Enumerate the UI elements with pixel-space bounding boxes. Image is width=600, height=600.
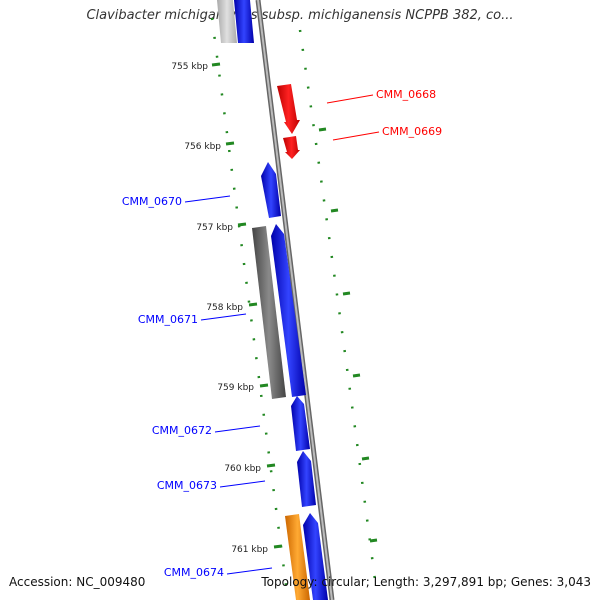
- svg-text:CMM_0674: CMM_0674: [164, 566, 224, 579]
- svg-text:756 kbp: 756 kbp: [184, 142, 221, 152]
- label-cmm-0670[interactable]: CMM_0670: [122, 195, 231, 208]
- label-cmm-0669[interactable]: CMM_0669: [332, 125, 442, 141]
- orange-feature[interactable]: [285, 514, 310, 600]
- kbp-tick-760: 760 kbp: [224, 463, 276, 474]
- gene-cmm-0668-arrow[interactable]: [277, 84, 300, 134]
- label-cmm-0674[interactable]: CMM_0674: [164, 566, 273, 579]
- svg-text:CMM_0673: CMM_0673: [157, 479, 217, 492]
- kbp-tick-761: 761 kbp: [231, 544, 283, 555]
- backbone-highlight: [257, 0, 333, 600]
- top-blue-feature[interactable]: [234, 0, 254, 43]
- accession-text: Accession: NC_009480: [9, 575, 146, 589]
- svg-text:758 kbp: 758 kbp: [206, 303, 243, 313]
- label-cmm-0673[interactable]: CMM_0673: [157, 479, 266, 492]
- kbp-tick-759: 759 kbp: [217, 383, 269, 393]
- svg-text:759 kbp: 759 kbp: [217, 383, 254, 393]
- label-cmm-0671[interactable]: CMM_0671: [138, 313, 247, 326]
- gene-cmm-0670-arrow[interactable]: [261, 162, 281, 218]
- kbp-tick-755: 755 kbp: [171, 62, 221, 72]
- label-cmm-0668[interactable]: CMM_0668: [326, 88, 436, 104]
- gene-cmm-0672-arrow[interactable]: [291, 396, 310, 451]
- svg-text:CMM_0671: CMM_0671: [138, 313, 198, 326]
- kbp-tick-758: 758 kbp: [206, 302, 258, 313]
- svg-text:CMM_0668: CMM_0668: [376, 88, 436, 101]
- svg-text:CMM_0669: CMM_0669: [382, 125, 442, 138]
- svg-text:757 kbp: 757 kbp: [196, 223, 233, 233]
- svg-text:CMM_0670: CMM_0670: [122, 195, 182, 208]
- gene-cmm-0674-arrow[interactable]: [303, 513, 328, 600]
- outer-track-ticks: [318, 127, 378, 543]
- genome-summary-text: Topology: circular; Length: 3,297,891 bp…: [261, 575, 591, 589]
- svg-text:755 kbp: 755 kbp: [171, 62, 208, 72]
- map-title: Clavibacter michiganensis subsp. michiga…: [86, 8, 514, 23]
- gene-cmm-0669-arrow[interactable]: [283, 136, 300, 159]
- label-cmm-0672[interactable]: CMM_0672: [152, 424, 261, 437]
- gray-feature-long[interactable]: [252, 226, 286, 399]
- svg-text:760 kbp: 760 kbp: [224, 464, 261, 474]
- gene-cmm-0671-arrow[interactable]: [271, 224, 306, 397]
- gene-cmm-0673-arrow[interactable]: [297, 451, 316, 507]
- svg-text:761 kbp: 761 kbp: [231, 545, 268, 555]
- kbp-tick-757: 757 kbp: [196, 222, 247, 233]
- svg-text:CMM_0672: CMM_0672: [152, 424, 212, 437]
- top-gray-feature[interactable]: [217, 0, 237, 43]
- kbp-tick-756: 756 kbp: [184, 141, 235, 152]
